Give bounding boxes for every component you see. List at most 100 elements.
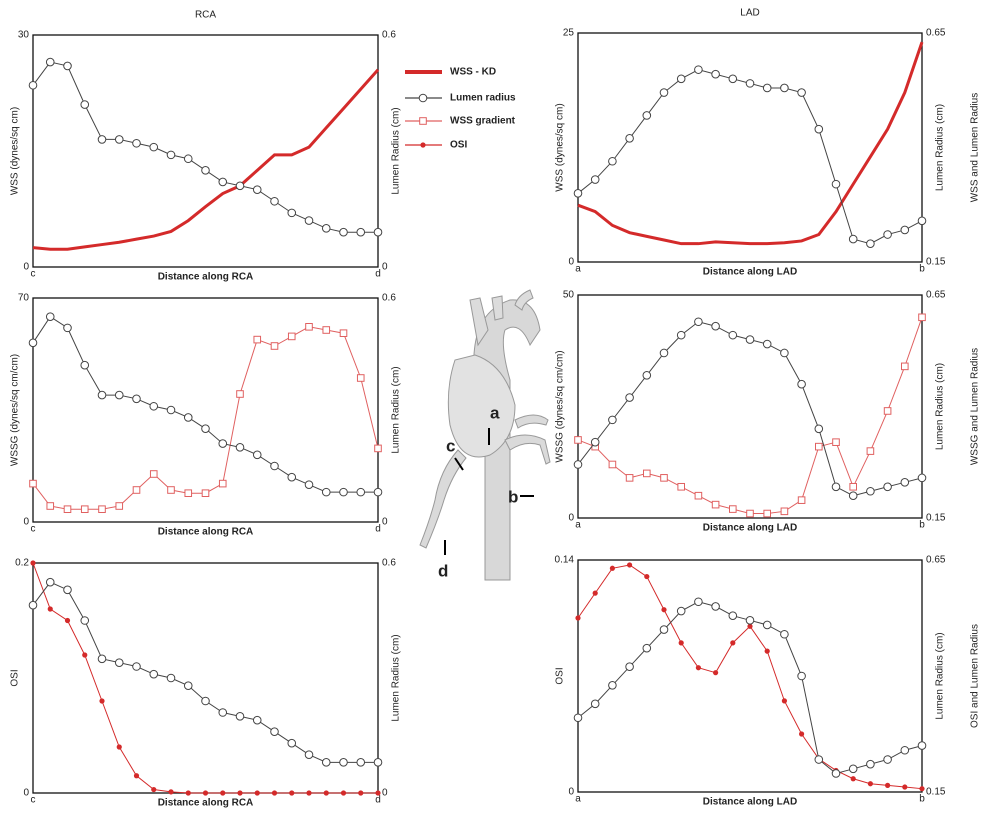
lumen-marker <box>339 487 348 497</box>
osi-marker <box>151 786 157 793</box>
y2-tick-label: 0 <box>382 517 388 528</box>
wssg-marker <box>780 507 789 516</box>
y2-axis-label: Lumen Radius (cm) <box>935 363 946 450</box>
lumen-marker <box>728 611 738 620</box>
series-line <box>577 564 923 790</box>
series-line <box>577 321 923 497</box>
legend-marker <box>419 117 427 125</box>
osi-marker <box>867 781 874 787</box>
series-line <box>577 317 923 515</box>
x-axis-label: Distance along RCA <box>158 798 254 809</box>
legend-label: WSS - KD <box>450 67 496 78</box>
wssg-marker <box>149 470 158 478</box>
lumen-marker <box>218 708 228 717</box>
lumen-marker <box>728 330 738 340</box>
osi-marker <box>661 607 667 613</box>
lumen-marker <box>339 758 348 767</box>
osi-marker <box>575 615 581 621</box>
lumen-marker <box>797 671 806 681</box>
osi-marker <box>627 562 633 568</box>
osi-marker <box>340 790 347 796</box>
marker-c <box>454 457 464 471</box>
lumen-marker <box>63 61 72 71</box>
lumen-marker <box>183 681 193 690</box>
lumen-marker <box>80 100 90 109</box>
lumen-marker <box>373 487 383 497</box>
lumen-marker <box>625 393 634 402</box>
osi-marker <box>799 731 805 737</box>
lumen-marker <box>132 394 141 404</box>
osi-marker <box>202 790 209 796</box>
lumen-marker <box>356 758 366 767</box>
lumen-marker <box>114 390 124 400</box>
y2-tick-label: 0.6 <box>382 293 396 304</box>
wssg-marker <box>201 489 210 497</box>
wssg-marker <box>270 342 279 350</box>
osi-marker <box>885 782 891 788</box>
wssg-marker <box>218 479 227 488</box>
y-tick-label: 0 <box>568 787 574 798</box>
lumen-marker <box>573 460 583 469</box>
lumen-marker <box>114 658 124 667</box>
y2-tick-label: 0 <box>382 788 388 799</box>
osi-marker <box>730 640 736 646</box>
wssg-marker <box>729 505 737 513</box>
y-tick-label: 25 <box>563 28 575 39</box>
lumen-marker <box>590 437 600 447</box>
y-tick-label: 0 <box>568 257 574 268</box>
x-tick-label: a <box>575 794 581 805</box>
lumen-marker <box>762 339 772 349</box>
lumen-marker <box>28 80 38 90</box>
lumen-marker <box>201 166 210 175</box>
y-axis-label: WSS (dynes/sq cm) <box>555 103 566 191</box>
osi-marker <box>781 698 788 704</box>
osi-marker <box>850 776 856 782</box>
x-tick-label: d <box>375 269 381 280</box>
osi-marker <box>99 698 105 704</box>
lumen-marker <box>642 370 652 380</box>
plot-frame <box>32 34 379 268</box>
lumen-marker <box>848 764 858 774</box>
osi-marker <box>592 590 598 596</box>
wssg-marker <box>29 479 37 488</box>
lumen-marker <box>711 69 720 79</box>
lumen-marker <box>573 189 583 198</box>
y2-axis-label: Lumen Radius (cm) <box>935 104 946 191</box>
wssg-marker <box>694 491 703 500</box>
lumen-marker <box>762 83 772 93</box>
lumen-marker <box>218 439 228 448</box>
wssg-marker <box>167 486 175 494</box>
lumen-marker <box>183 413 193 422</box>
lumen-marker <box>235 443 245 452</box>
lumen-marker <box>728 74 738 84</box>
lumen-marker <box>132 138 141 148</box>
lumen-marker <box>356 487 366 497</box>
wssg-marker <box>305 323 313 331</box>
lumen-marker <box>80 360 90 370</box>
side-label: WSSG and Lumen Radius <box>970 348 981 465</box>
y2-tick-label: 0.15 <box>926 787 946 798</box>
x-axis-label: Distance along RCA <box>158 272 254 283</box>
wssg-marker <box>356 374 365 382</box>
lumen-marker <box>797 88 806 97</box>
wssg-marker <box>797 496 806 504</box>
plot-frame <box>32 297 379 523</box>
wssg-marker <box>574 436 582 444</box>
side-label: OSI and Lumen Radius <box>970 624 981 728</box>
lumen-marker <box>762 620 772 630</box>
x-tick-label: c <box>31 269 36 280</box>
lumen-marker <box>625 662 634 672</box>
lumen-marker <box>642 643 652 653</box>
lumen-marker <box>676 74 686 84</box>
chart-title: RCA <box>195 10 216 21</box>
y-axis-label: WSS (dynes/sq cm) <box>10 107 21 195</box>
y-tick-label: 70 <box>18 293 30 304</box>
arch-branches <box>469 289 534 347</box>
wssg-marker <box>901 362 909 371</box>
wssg-marker <box>746 509 754 518</box>
y-tick-label: 30 <box>18 30 30 41</box>
wssg-marker <box>677 482 686 491</box>
lumen-marker <box>201 696 210 706</box>
legend-label: Lumen radius <box>450 93 516 104</box>
